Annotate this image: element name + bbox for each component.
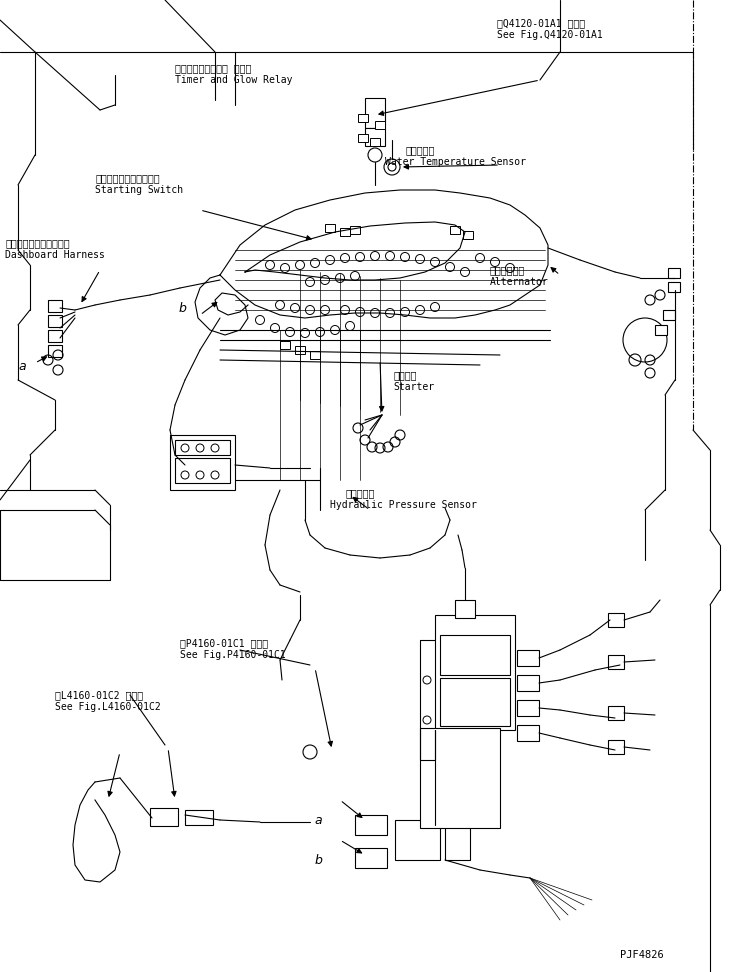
Bar <box>420 728 500 828</box>
Bar <box>517 650 539 666</box>
Text: See Fig.P4160-01C1: See Fig.P4160-01C1 <box>180 650 286 660</box>
Bar <box>608 613 624 627</box>
Text: タイマおよびグロー リレー: タイマおよびグロー リレー <box>175 63 251 73</box>
Text: Water Temperature Sensor: Water Temperature Sensor <box>385 157 526 167</box>
Bar <box>48 300 62 312</box>
Bar <box>440 678 510 726</box>
Text: Starting Switch: Starting Switch <box>95 185 183 195</box>
Bar <box>375 121 385 129</box>
Bar <box>517 675 539 691</box>
Bar <box>370 138 380 146</box>
Bar <box>355 815 387 835</box>
Bar <box>170 435 235 490</box>
Text: 第P4160-01C1 図参照: 第P4160-01C1 図参照 <box>180 638 268 648</box>
Text: a: a <box>18 360 26 372</box>
Bar <box>150 808 178 826</box>
Text: Alternator: Alternator <box>490 277 549 287</box>
Bar <box>440 635 510 675</box>
Text: a: a <box>314 814 322 826</box>
Bar <box>668 282 680 292</box>
Text: See Fig.Q4120-01A1: See Fig.Q4120-01A1 <box>497 30 603 40</box>
Bar <box>608 740 624 754</box>
Text: Hydraulic Pressure Sensor: Hydraulic Pressure Sensor <box>330 500 477 510</box>
Bar <box>185 810 213 825</box>
Text: Dashboard Harness: Dashboard Harness <box>5 250 105 260</box>
Bar <box>655 325 667 335</box>
Bar <box>175 458 230 483</box>
Bar <box>450 226 460 234</box>
Bar <box>325 224 335 232</box>
Text: b: b <box>314 853 322 866</box>
Text: PJF4826: PJF4826 <box>620 950 664 960</box>
Text: Timer and Glow Relay: Timer and Glow Relay <box>175 75 292 85</box>
Text: See Fig.L4160-01C2: See Fig.L4160-01C2 <box>55 702 160 712</box>
Text: スターティングスイッチ: スターティングスイッチ <box>95 173 160 183</box>
Bar <box>350 226 360 234</box>
Bar <box>517 725 539 741</box>
Bar <box>295 346 305 354</box>
Text: 第L4160-01C2 図参照: 第L4160-01C2 図参照 <box>55 690 143 700</box>
Bar <box>358 114 368 122</box>
Bar <box>48 345 62 357</box>
Text: スタータ: スタータ <box>393 370 416 380</box>
Bar <box>340 228 350 236</box>
Bar <box>608 706 624 720</box>
Text: b: b <box>178 301 186 315</box>
Text: 水温センサ: 水温センサ <box>405 145 434 155</box>
Bar <box>365 128 385 146</box>
Bar <box>455 600 475 618</box>
Bar <box>395 820 440 860</box>
Text: Starter: Starter <box>393 382 434 392</box>
Bar <box>517 700 539 716</box>
Bar <box>175 440 230 455</box>
Bar <box>310 351 320 359</box>
Bar <box>358 134 368 142</box>
Bar <box>463 231 473 239</box>
Bar <box>355 848 387 868</box>
Text: オルタネータ: オルタネータ <box>490 265 525 275</box>
Text: 第Q4120-01A1 図参照: 第Q4120-01A1 図参照 <box>497 18 585 28</box>
Bar <box>445 825 470 860</box>
Bar <box>668 268 680 278</box>
Text: ダッシュボードハーネス: ダッシュボードハーネス <box>5 238 69 248</box>
Bar <box>280 341 290 349</box>
Bar <box>608 655 624 669</box>
Bar <box>48 315 62 327</box>
Bar <box>365 98 385 128</box>
Bar <box>435 615 515 730</box>
Text: 油圧センサ: 油圧センサ <box>345 488 374 498</box>
Bar <box>48 330 62 342</box>
Bar <box>663 310 675 320</box>
